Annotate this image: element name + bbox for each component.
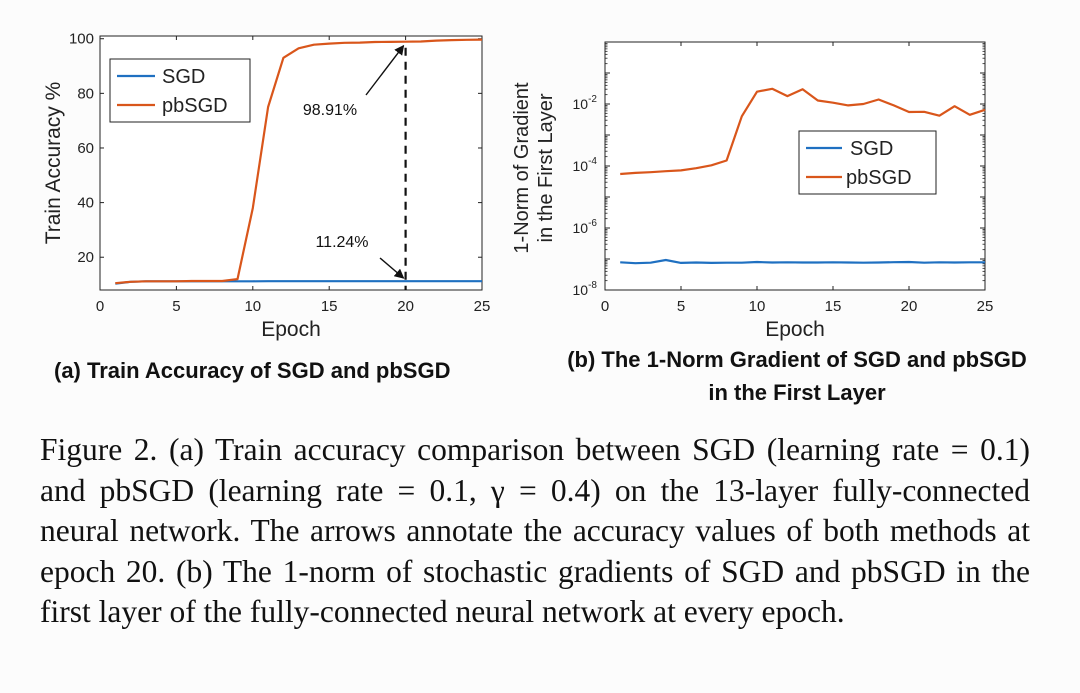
x-tick-label-a: 15	[321, 298, 338, 315]
y-axis-label-a: Train Accuracy %	[42, 82, 65, 245]
annotation-pbsgd-value: 98.91%	[303, 102, 357, 119]
x-tick-label-a: 20	[397, 298, 414, 315]
x-tick-label-b: 10	[749, 298, 766, 315]
x-tick-label-b: 25	[977, 298, 994, 315]
chart-b: 10-8 10-6 10-4 10-2 0 5 10 15 20 25 Epoch 1-Norm of…	[511, 41, 994, 341]
legend-box-b	[798, 130, 937, 195]
x-tick-label-b: 5	[677, 298, 685, 315]
y-tick-label-b: 10-8	[573, 280, 598, 298]
legend-b: SGD pbSGD	[798, 130, 937, 195]
x-tick-label-a: 5	[172, 298, 180, 315]
y-tick-label-a: 60	[77, 140, 94, 157]
legend-label-sgd: SGD	[162, 66, 205, 88]
y-tick-label-a: 80	[77, 85, 94, 102]
x-tick-label-b: 20	[901, 298, 918, 315]
x-tick-label-b: 15	[825, 298, 842, 315]
y-axis-label-b: 1-Norm of Gradient in the First Layer	[511, 82, 557, 254]
y-tick-label-b: 10-4	[573, 156, 598, 174]
annotation-sgd-value: 11.24%	[315, 234, 368, 251]
x-axis-label-a: Epoch	[261, 318, 321, 341]
annotation-arrow-sgd	[379, 257, 405, 279]
series-line-sgd	[620, 258, 985, 265]
legend-label-pbsgd: pbSGD	[162, 95, 228, 117]
x-tick-label-a: 25	[474, 298, 491, 315]
y-tick-label-a: 100	[69, 31, 94, 48]
legend-label-sgd: SGD	[850, 138, 893, 160]
legend-label-pbsgd: pbSGD	[846, 167, 912, 189]
x-tick-label-a: 0	[96, 298, 104, 315]
subcaption-b: (b) The 1-Norm Gradient of SGD and pbSGD…	[567, 347, 1027, 405]
chart-a: 0 5 10 15 20 25 20 40 60 80 100 Epoch Train Accuracy…	[42, 31, 490, 341]
y-tick-label-a: 20	[77, 249, 94, 266]
x-tick-label-a: 10	[244, 298, 261, 315]
y-tick-label-a: 40	[77, 195, 94, 212]
series-line-pbsgd	[115, 38, 483, 285]
series-line-pbsgd	[620, 87, 986, 176]
y-tick-label-b: 10-2	[573, 94, 598, 112]
y-tick-label-b: 10-6	[573, 218, 598, 236]
figure-caption: Figure 2. (a) Train accuracy comparison …	[40, 432, 1030, 630]
x-tick-label-b: 0	[601, 298, 609, 315]
x-axis-label-b: Epoch	[765, 318, 825, 341]
legend-a: SGD pbSGD	[109, 58, 251, 123]
subcaption-a: (a) Train Accuracy of SGD and pbSGD	[54, 358, 451, 383]
legend-box-a	[109, 58, 251, 123]
annotation-arrow-pbsgd	[365, 44, 405, 96]
